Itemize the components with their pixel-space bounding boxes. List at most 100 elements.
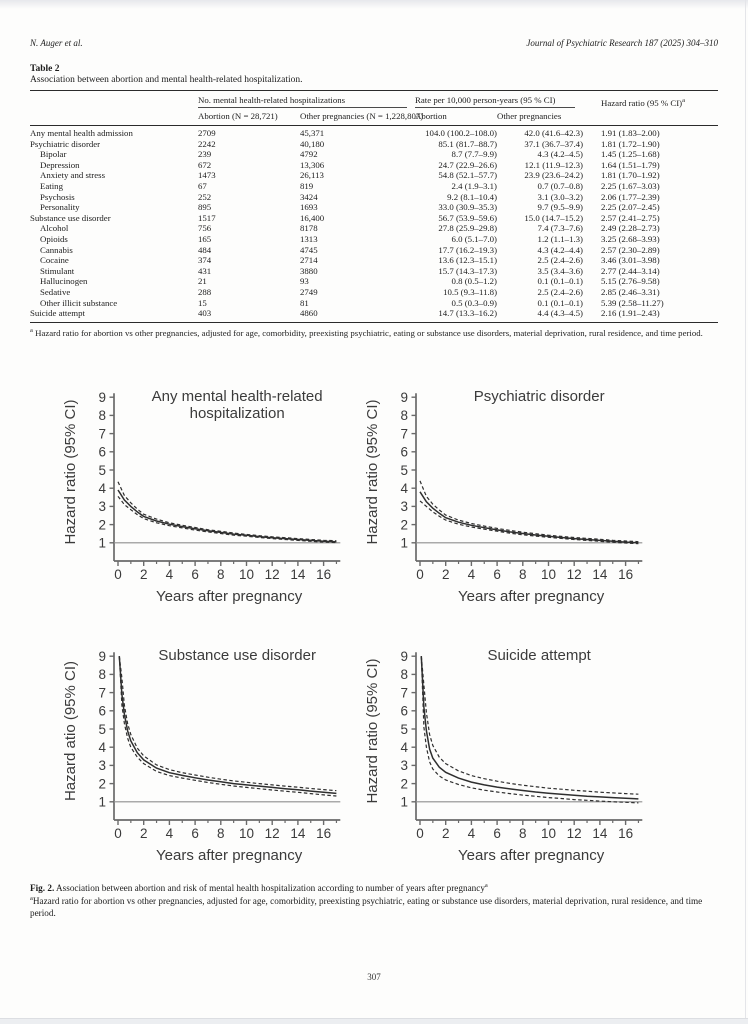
- series-lower-95ci: [117, 496, 337, 544]
- row-label: Sedative: [40, 286, 71, 297]
- rate-other: 12.1 (11.9–12.3): [524, 159, 583, 170]
- rate-other: 4.3 (4.2–4.4): [537, 244, 583, 255]
- row-label: Any mental health admission: [30, 128, 133, 138]
- table-row: Bipolar 239 4792 8.7 (7.7–9.9) 4.3 (4.2–4.5)…: [30, 149, 718, 160]
- rate-other: 0.1 (0.1–0.1): [537, 276, 583, 287]
- svg-text:2: 2: [140, 826, 148, 841]
- series-upper-95ci: [117, 481, 337, 542]
- table-row: Eating 67 819 2.4 (1.9–3.1) 0.7 (0.7–0.8) 2.2…: [30, 181, 718, 192]
- n-other: 3424: [300, 191, 318, 202]
- page-right-edge: [745, 0, 746, 1024]
- empty-hr-cell: [583, 118, 718, 125]
- n-other: 1693: [300, 202, 318, 213]
- svg-text:16: 16: [316, 567, 331, 582]
- n-abortion: 2709: [198, 128, 216, 138]
- svg-text:7: 7: [98, 685, 106, 700]
- svg-text:4: 4: [468, 567, 476, 582]
- rate-other: 9.7 (9.5–9.9): [537, 202, 583, 213]
- n-other: 8178: [300, 223, 318, 234]
- column-header-hazard-ratio: Hazard ratio (95 % CI)a: [583, 97, 718, 108]
- svg-text:6: 6: [98, 445, 106, 460]
- column-group-rate: Rate per 10,000 person-years (95 % CI): [415, 95, 575, 108]
- svg-text:5: 5: [98, 722, 106, 737]
- svg-text:16: 16: [618, 567, 633, 582]
- y-axis-label: Hazard atio (95% CI): [62, 661, 79, 801]
- n-other: 819: [300, 180, 314, 191]
- series-upper-95ci: [420, 656, 639, 795]
- svg-text:12: 12: [265, 826, 280, 841]
- svg-text:0: 0: [114, 826, 122, 841]
- svg-text:10: 10: [239, 567, 254, 582]
- rate-other: 23.9 (23.6–24.2): [524, 170, 583, 181]
- rate-other: 4.3 (4.2–4.5): [537, 149, 583, 160]
- sub-header-other-n: Other pregnancies (N = 1,228,807): [300, 111, 424, 121]
- n-other: 4860: [300, 308, 318, 319]
- svg-text:2: 2: [400, 776, 408, 791]
- n-other: 2714: [300, 255, 318, 266]
- table-column-groups: No. mental health-related hospitalizatio…: [30, 91, 718, 108]
- table-2: No. mental health-related hospitalizatio…: [30, 90, 718, 323]
- figure-footnote-marker: a: [30, 894, 33, 902]
- table-row: Any mental health admission 2709 45,371 104…: [30, 128, 718, 139]
- svg-text:2: 2: [140, 567, 148, 582]
- table-row: Stimulant 431 3880 15.7 (14.3–17.3) 3.5 (3.4…: [30, 266, 718, 277]
- n-abortion: 165: [198, 233, 212, 244]
- svg-text:7: 7: [400, 685, 408, 700]
- svg-text:8: 8: [400, 408, 408, 423]
- svg-text:2: 2: [98, 776, 106, 791]
- table-footnote-marker: a: [30, 326, 33, 334]
- series-hazard-ratio: [419, 491, 639, 544]
- x-axis-label: Years after pregnancy: [458, 588, 605, 605]
- rate-other: 2.5 (2.4–2.6): [537, 286, 583, 297]
- n-abortion: 895: [198, 202, 212, 213]
- rate-other: 1.2 (1.1–1.3): [537, 233, 583, 244]
- svg-text:8: 8: [217, 567, 225, 582]
- hazard-ratio: 2.49 (2.28–2.73): [601, 223, 660, 234]
- figure-footnote: aHazard ratio for abortion vs other preg…: [30, 895, 718, 920]
- table-row: Hallucinogen 21 93 0.8 (0.5–1.2) 0.1 (0.1–0.…: [30, 276, 718, 287]
- hazard-ratio: 1.81 (1.70–1.92): [601, 170, 660, 181]
- rate-other: 3.1 (3.0–3.2): [537, 191, 583, 202]
- hazard-ratio: 3.25 (2.68–3.93): [601, 233, 660, 244]
- svg-text:4: 4: [400, 481, 408, 496]
- series-lower-95ci: [118, 656, 337, 797]
- svg-text:6: 6: [191, 826, 199, 841]
- svg-text:16: 16: [316, 826, 331, 841]
- svg-text:6: 6: [493, 567, 501, 582]
- svg-text:4: 4: [98, 740, 106, 755]
- svg-text:9: 9: [98, 390, 106, 405]
- page-bottom-edge: [0, 1018, 748, 1024]
- hazard-ratio-header-text: Hazard ratio (95 % CI): [601, 98, 683, 108]
- svg-text:3: 3: [98, 758, 106, 773]
- svg-text:10: 10: [541, 567, 556, 582]
- svg-text:6: 6: [191, 567, 199, 582]
- hazard-ratio: 2.06 (1.77–2.39): [601, 191, 660, 202]
- running-head-authors: N. Auger et al.: [30, 38, 83, 48]
- svg-text:6: 6: [400, 445, 408, 460]
- rate-other: 15.0 (14.7–15.2): [524, 212, 583, 223]
- hazard-ratio-footnote-marker: a: [682, 97, 685, 105]
- n-abortion: 15: [198, 297, 207, 308]
- table-row: Alcohol 756 8178 27.8 (25.9–29.8) 7.4 (7.3–7…: [30, 223, 718, 234]
- hazard-ratio: 1.81 (1.72–1.90): [601, 138, 660, 149]
- hazard-ratio: 5.15 (2.76–9.58): [601, 276, 660, 287]
- svg-text:9: 9: [98, 649, 106, 664]
- chart-title: Suicide attempt: [487, 647, 591, 664]
- svg-text:14: 14: [290, 567, 306, 582]
- rate-abortion: 27.8 (25.9–29.8): [438, 223, 497, 234]
- svg-text:1: 1: [98, 795, 106, 810]
- figure-2-charts: Any mental health-related hospitalization…: [57, 383, 748, 882]
- x-axis-label: Years after pregnancy: [458, 847, 605, 864]
- hazard-ratio: 2.85 (2.46–3.31): [601, 286, 660, 297]
- n-abortion: 431: [198, 265, 212, 276]
- svg-text:7: 7: [98, 426, 106, 441]
- row-label: Alcohol: [40, 223, 69, 234]
- table-2-block: Table 2 Association between abortion and…: [0, 64, 748, 339]
- n-abortion: 403: [198, 308, 212, 319]
- svg-text:12: 12: [567, 826, 582, 841]
- rate-abortion: 9.2 (8.1–10.4): [447, 191, 497, 202]
- series-upper-95ci: [118, 656, 337, 792]
- svg-text:8: 8: [400, 667, 408, 682]
- svg-text:1: 1: [400, 536, 408, 551]
